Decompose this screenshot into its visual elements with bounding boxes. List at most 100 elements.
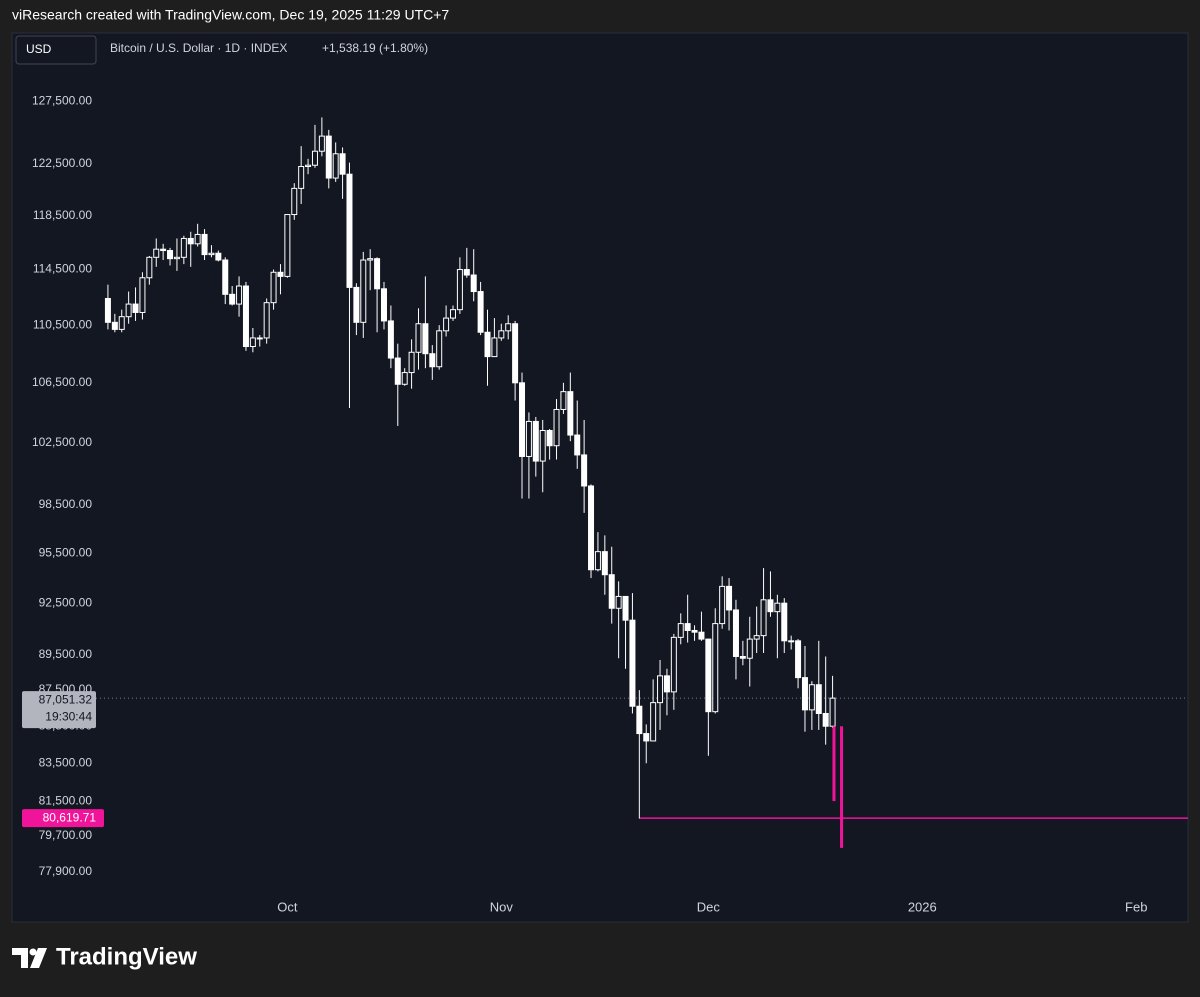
candle-body (670, 636, 677, 693)
candle-body (229, 293, 236, 305)
candle-body (215, 252, 222, 261)
candle-body (746, 638, 753, 659)
last-price-label: 87,051.32 (39, 692, 93, 706)
candle-body (201, 233, 208, 256)
candle-body (505, 323, 512, 332)
candle-body (829, 697, 836, 727)
candle-body (208, 252, 215, 256)
candle-body (146, 256, 153, 279)
x-tick-label: 2026 (908, 899, 937, 914)
candle-body (726, 585, 733, 611)
candle-body (291, 187, 298, 216)
candle-body (401, 372, 408, 385)
y-tick-label: 102,500.00 (32, 435, 92, 449)
candle-body (608, 574, 615, 609)
candle-body (367, 258, 374, 261)
candle-body (477, 291, 484, 333)
candle-body (719, 585, 726, 625)
candle-body (415, 323, 422, 353)
candle-body (118, 316, 125, 330)
candle-body (346, 173, 353, 288)
candle-body (436, 330, 443, 368)
candle-body (760, 599, 767, 637)
candle-body (104, 297, 111, 323)
candle-body (387, 320, 394, 359)
candle-body (594, 551, 601, 571)
x-tick-label: Nov (490, 899, 514, 914)
y-tick-label: 92,500.00 (39, 595, 93, 609)
candle-body (643, 733, 650, 742)
candle-body (601, 551, 608, 576)
x-tick-label: Feb (1125, 899, 1147, 914)
candle-body (546, 430, 553, 447)
candle-body (236, 285, 243, 305)
candle-body (705, 638, 712, 713)
candle-body (622, 595, 629, 621)
candle-body (581, 454, 588, 487)
candle-body (767, 599, 774, 613)
x-tick-label: Dec (697, 899, 721, 914)
candle-body (380, 288, 387, 322)
candle-body (795, 640, 802, 679)
candle-body (222, 259, 229, 295)
candle-body (822, 712, 829, 727)
candle-body (567, 391, 574, 436)
candle-body (318, 135, 325, 152)
level-price-label: 80,619.71 (43, 810, 97, 824)
candle-body (111, 321, 118, 330)
candle-body (677, 623, 684, 638)
candle-body (450, 309, 456, 319)
candle-body (712, 623, 719, 713)
candle-body (298, 165, 305, 189)
candle-body (270, 271, 277, 304)
candle-body (470, 274, 477, 293)
candle-body (588, 485, 595, 571)
y-tick-label: 79,700.00 (39, 828, 93, 842)
candle-body (353, 286, 360, 323)
candle-body (180, 237, 187, 258)
y-tick-label: 122,500.00 (32, 156, 92, 170)
candle-body (491, 337, 498, 358)
candle-body (691, 629, 698, 633)
x-tick-label: Oct (277, 899, 298, 914)
candle-body (484, 331, 491, 358)
candle-body (753, 635, 760, 640)
candle-body (256, 337, 263, 340)
candle-body (808, 684, 815, 711)
symbol: Bitcoin / U.S. Dollar · 1D · INDEX (110, 41, 287, 55)
candle-body (788, 640, 795, 643)
candle-body (422, 323, 429, 355)
candle-body (615, 595, 622, 609)
y-tick-label: 89,500.00 (39, 647, 93, 661)
candle-body (663, 675, 670, 693)
candle-body (408, 351, 415, 374)
candle-body (739, 655, 746, 659)
candle-body (650, 702, 657, 742)
header: viResearch created with TradingView.com,… (12, 7, 449, 23)
candle-body (525, 420, 532, 457)
y-tick-label: 77,900.00 (39, 864, 93, 878)
candle-body (284, 214, 291, 277)
candle-body (574, 434, 581, 456)
level-price-box (22, 809, 104, 828)
candle-body (684, 623, 691, 631)
y-tick-label: 81,500.00 (39, 793, 93, 807)
candle-body (263, 302, 270, 339)
candle-body (732, 609, 739, 657)
candle-body (311, 150, 318, 166)
candle-body (194, 233, 201, 245)
candle-body (242, 285, 249, 348)
last-price-box (22, 691, 96, 729)
currency-button[interactable] (15, 35, 97, 65)
candle-body (187, 237, 194, 245)
candle-body (539, 430, 546, 462)
y-tick-label: 114,500.00 (33, 262, 92, 276)
candle-body (167, 250, 174, 260)
candle-body (249, 337, 256, 348)
candle-body (305, 164, 312, 167)
candle-body (125, 303, 132, 318)
y-tick-label: 83,500.00 (39, 755, 93, 769)
currency[interactable]: USD (26, 42, 52, 56)
